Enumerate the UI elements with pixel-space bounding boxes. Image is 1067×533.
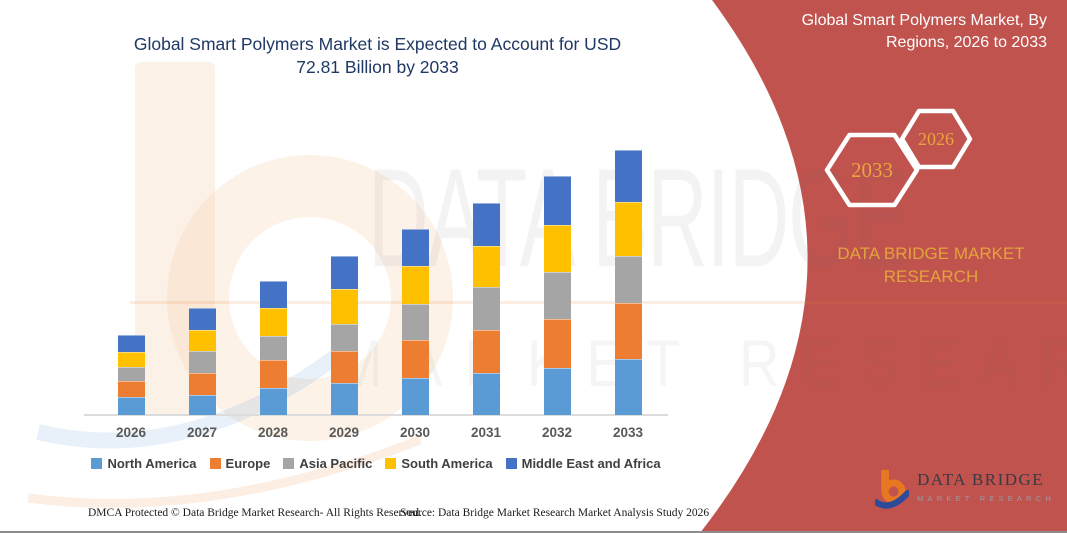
chart-legend: North America Europe Asia Pacific South Ame… (84, 456, 668, 471)
legend-label: Middle East and Africa (521, 456, 661, 471)
legend-swatch-icon (91, 458, 103, 469)
red-banner-path (701, 0, 1067, 531)
x-axis-label-2032: 2032 (541, 425, 573, 440)
legend-item-north-america: North America (91, 456, 197, 471)
hexagon-front-year: 2026 (918, 129, 954, 149)
watermark-rule (130, 301, 1067, 304)
x-axis-label-2026: 2026 (115, 425, 147, 440)
x-axis-label-2029: 2029 (328, 425, 360, 440)
legend-item-middle-east-and-africa: Middle East and Africa (505, 456, 661, 471)
legend-swatch-icon (209, 458, 221, 469)
banner-title-line1: Global Smart Polymers Market, By (801, 12, 1047, 29)
watermark-orange-swoosh-icon (27, 435, 422, 508)
banner-title-line2: Regions, 2026 to 2033 (885, 34, 1047, 52)
databridge-logo-texts: DATA BRIDGE MARKET RESEARCH (917, 462, 1055, 503)
x-axis-label-2033: 2033 (612, 425, 644, 440)
brand-caption: DATA BRIDGE MARKET RESEARCH (837, 244, 1025, 286)
hexagon-2033-icon (824, 132, 920, 208)
footer-dmca: DMCA Protected © Data Bridge Market Rese… (88, 507, 422, 519)
legend-swatch-icon (385, 458, 397, 469)
watermark-text-marketresearch: MARKET RESEARCH (336, 326, 1067, 400)
logo-subtitle: MARKET RESEARCH (917, 494, 1055, 503)
chart-title: Global Smart Polymers Market is Expected… (95, 33, 660, 79)
legend-item-asia-pacific: Asia Pacific (283, 456, 372, 471)
legend-swatch-icon (505, 458, 517, 469)
footer-source: Source: Data Bridge Market Research Mark… (400, 507, 710, 519)
banner-title: Global Smart Polymers Market, By Regions… (747, 10, 1047, 55)
x-axis-label-2027: 2027 (186, 425, 218, 440)
legend-item-south-america: South America (385, 456, 493, 471)
databridge-b-icon (875, 469, 910, 509)
x-axis-label-2031: 2031 (470, 425, 502, 440)
watermark-blue-swoosh-icon (36, 345, 347, 449)
x-axis-label-2030: 2030 (399, 425, 431, 440)
hexagon-back-year: 2033 (851, 158, 893, 182)
legend-item-europe: Europe (209, 456, 271, 471)
chart-title-line1: Global Smart Polymers Market is Expected… (133, 34, 622, 54)
x-axis-line (84, 414, 668, 416)
legend-label: North America (107, 456, 197, 471)
x-axis-label-2028: 2028 (257, 425, 289, 440)
chart-title-line2: 72.81 Billion by 2033 (296, 57, 459, 78)
legend-label: Europe (225, 456, 271, 471)
legend-label: South America (401, 456, 493, 471)
logo-title: DATA BRIDGE (917, 470, 1045, 489)
hexagon-badges: 2033 2026 (824, 108, 973, 208)
legend-swatch-icon (283, 458, 295, 469)
legend-label: Asia Pacific (299, 456, 373, 471)
databridge-logo: DATA BRIDGE MARKET RESEARCH (875, 462, 1055, 518)
hexagon-2026-icon (899, 108, 973, 170)
